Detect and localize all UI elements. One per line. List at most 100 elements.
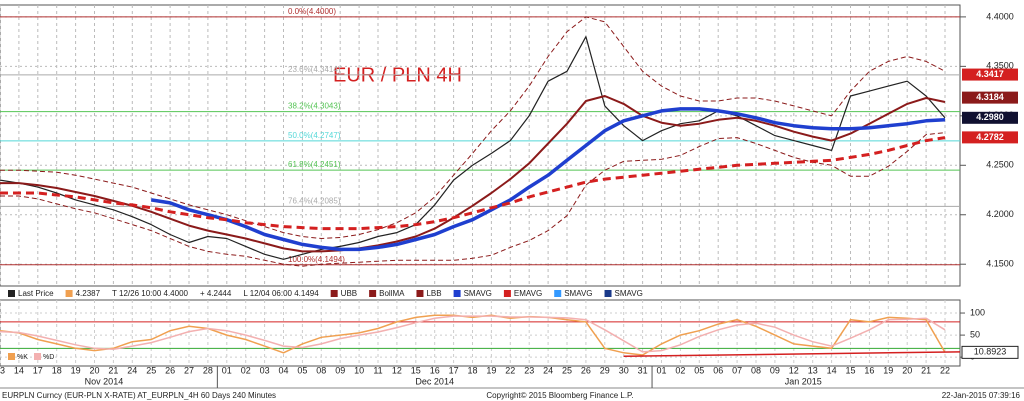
x-tick-label: 12 — [392, 365, 402, 375]
fibonacci-label: 50.0%(4.2747) — [288, 131, 341, 140]
x-tick-label: 20 — [89, 365, 99, 375]
osc-line — [0, 314, 946, 356]
x-tick-label: 20 — [902, 365, 912, 375]
x-tick-label: 24 — [543, 365, 553, 375]
x-tick-label: 15 — [411, 365, 421, 375]
x-tick-label: 28 — [203, 365, 213, 375]
fibonacci-label: 100.0%(4.1494) — [288, 255, 345, 264]
legend-swatch — [416, 290, 424, 297]
legend-swatch — [8, 290, 15, 297]
osc-tag — [961, 345, 1019, 359]
x-tick-label: 29 — [600, 365, 610, 375]
x-tick-label: 22 — [940, 365, 950, 375]
y-tick-label: 4.1500 — [986, 259, 1014, 269]
legend-swatch — [453, 290, 461, 297]
month-label: Jan 2015 — [785, 376, 822, 386]
price-line — [150, 107, 946, 252]
fibonacci-label: 61.8%(4.2451) — [288, 160, 341, 169]
legend-label: SMAVG — [464, 289, 492, 298]
price-tag-label: 4.2782 — [976, 132, 1004, 142]
month-label: Dec 2014 — [415, 376, 454, 386]
legend-label: Last Price — [18, 289, 54, 298]
x-tick-label: 08 — [316, 365, 326, 375]
fibonacci-label: 76.4%(4.2085) — [288, 196, 341, 205]
x-tick-label: 17 — [449, 365, 459, 375]
x-tick-label: 16 — [430, 365, 440, 375]
legend-swatch — [503, 290, 511, 297]
fibonacci-label: 38.2%(4.3043) — [288, 102, 341, 111]
fibonacci-label: 0.0%(4.4000) — [288, 7, 336, 16]
osc-tick-label: 100 — [970, 307, 985, 317]
footer-center: Copyright© 2015 Bloomberg Finance L.P. — [486, 391, 633, 400]
footer-right: 22-Jan-2015 07:39:16 — [942, 391, 1021, 400]
legend-swatch — [554, 290, 562, 297]
x-tick-label: 05 — [297, 365, 307, 375]
header-stat: 4.2387 — [76, 289, 101, 298]
footer-left: EURPLN Curncy (EUR-PLN X-RATE) AT_EURPLN… — [2, 391, 276, 400]
fibonacci-label: 23.6%(4.3414) — [288, 65, 341, 74]
price-line — [0, 132, 946, 267]
price-tag — [962, 68, 1018, 81]
price-tag — [962, 131, 1018, 144]
x-tick-label: 31 — [638, 365, 648, 375]
x-tick-label: 30 — [619, 365, 629, 375]
y-tick-label: 4.2000 — [986, 209, 1014, 219]
osc-legend-swatch — [8, 353, 15, 360]
x-tick-label: 19 — [486, 365, 496, 375]
x-tick-label: 24 — [127, 365, 137, 375]
x-tick-label: 11 — [373, 365, 382, 375]
legend-swatch — [369, 290, 377, 297]
x-tick-label: 27 — [184, 365, 194, 375]
x-tick-label: 01 — [222, 365, 232, 375]
header-stat: + 4.2444 — [200, 289, 232, 298]
osc-legend-swatch — [34, 353, 41, 360]
x-tick-label: 16 — [864, 365, 874, 375]
osc-tick-label: 50 — [970, 329, 980, 339]
legend-label: BollMA — [379, 289, 405, 298]
x-tick-label: 01 — [656, 365, 666, 375]
x-tick-label: 06 — [713, 365, 723, 375]
x-tick-label: 21 — [108, 365, 118, 375]
x-tick-label: 13 — [808, 365, 818, 375]
x-tick-label: 18 — [467, 365, 477, 375]
x-tick-label: 14 — [827, 365, 837, 375]
x-tick-label: 08 — [751, 365, 761, 375]
oscillator-panel-frame — [0, 299, 961, 367]
x-tick-label: 22 — [505, 365, 515, 375]
x-tick-label: 26 — [581, 365, 591, 375]
price-tag — [962, 111, 1018, 124]
x-tick-label: 09 — [770, 365, 780, 375]
month-label: Nov 2014 — [85, 376, 124, 386]
x-tick-label: 02 — [675, 365, 685, 375]
legend-label: EMAVG — [514, 289, 542, 298]
osc-legend-label: %K — [17, 354, 28, 361]
price-tag-label: 4.3184 — [976, 92, 1004, 102]
x-tick-label: 19 — [883, 365, 893, 375]
header-stat: L 12/04 06:00 4.1494 — [243, 289, 319, 298]
legend-swatch — [330, 290, 338, 297]
legend-label: SMAVG — [564, 289, 592, 298]
x-tick-label: 04 — [278, 365, 288, 375]
osc-tag-label: 10.8923 — [974, 347, 1007, 357]
legend-label: SMAVG — [615, 289, 643, 298]
x-tick-label: 19 — [71, 365, 81, 375]
x-tick-label: 21 — [921, 365, 931, 375]
x-tick-label: 05 — [694, 365, 704, 375]
x-tick-label: 25 — [562, 365, 572, 375]
x-tick-label: 25 — [146, 365, 156, 375]
osc-line — [0, 315, 946, 353]
x-tick-label: 09 — [335, 365, 345, 375]
osc-trendline — [623, 351, 961, 358]
legend-swatch — [604, 290, 612, 297]
price-line — [0, 136, 946, 231]
x-tick-label: 14 — [14, 365, 24, 375]
price-tag-label: 4.3417 — [976, 69, 1004, 79]
x-tick-label: 10 — [354, 365, 364, 375]
header-stat: T 12/26 10:00 4.4000 — [112, 289, 188, 298]
x-tick-label: 15 — [845, 365, 855, 375]
x-tick-label: 03 — [260, 365, 270, 375]
price-line — [0, 36, 946, 260]
x-tick-label: 12 — [789, 365, 799, 375]
